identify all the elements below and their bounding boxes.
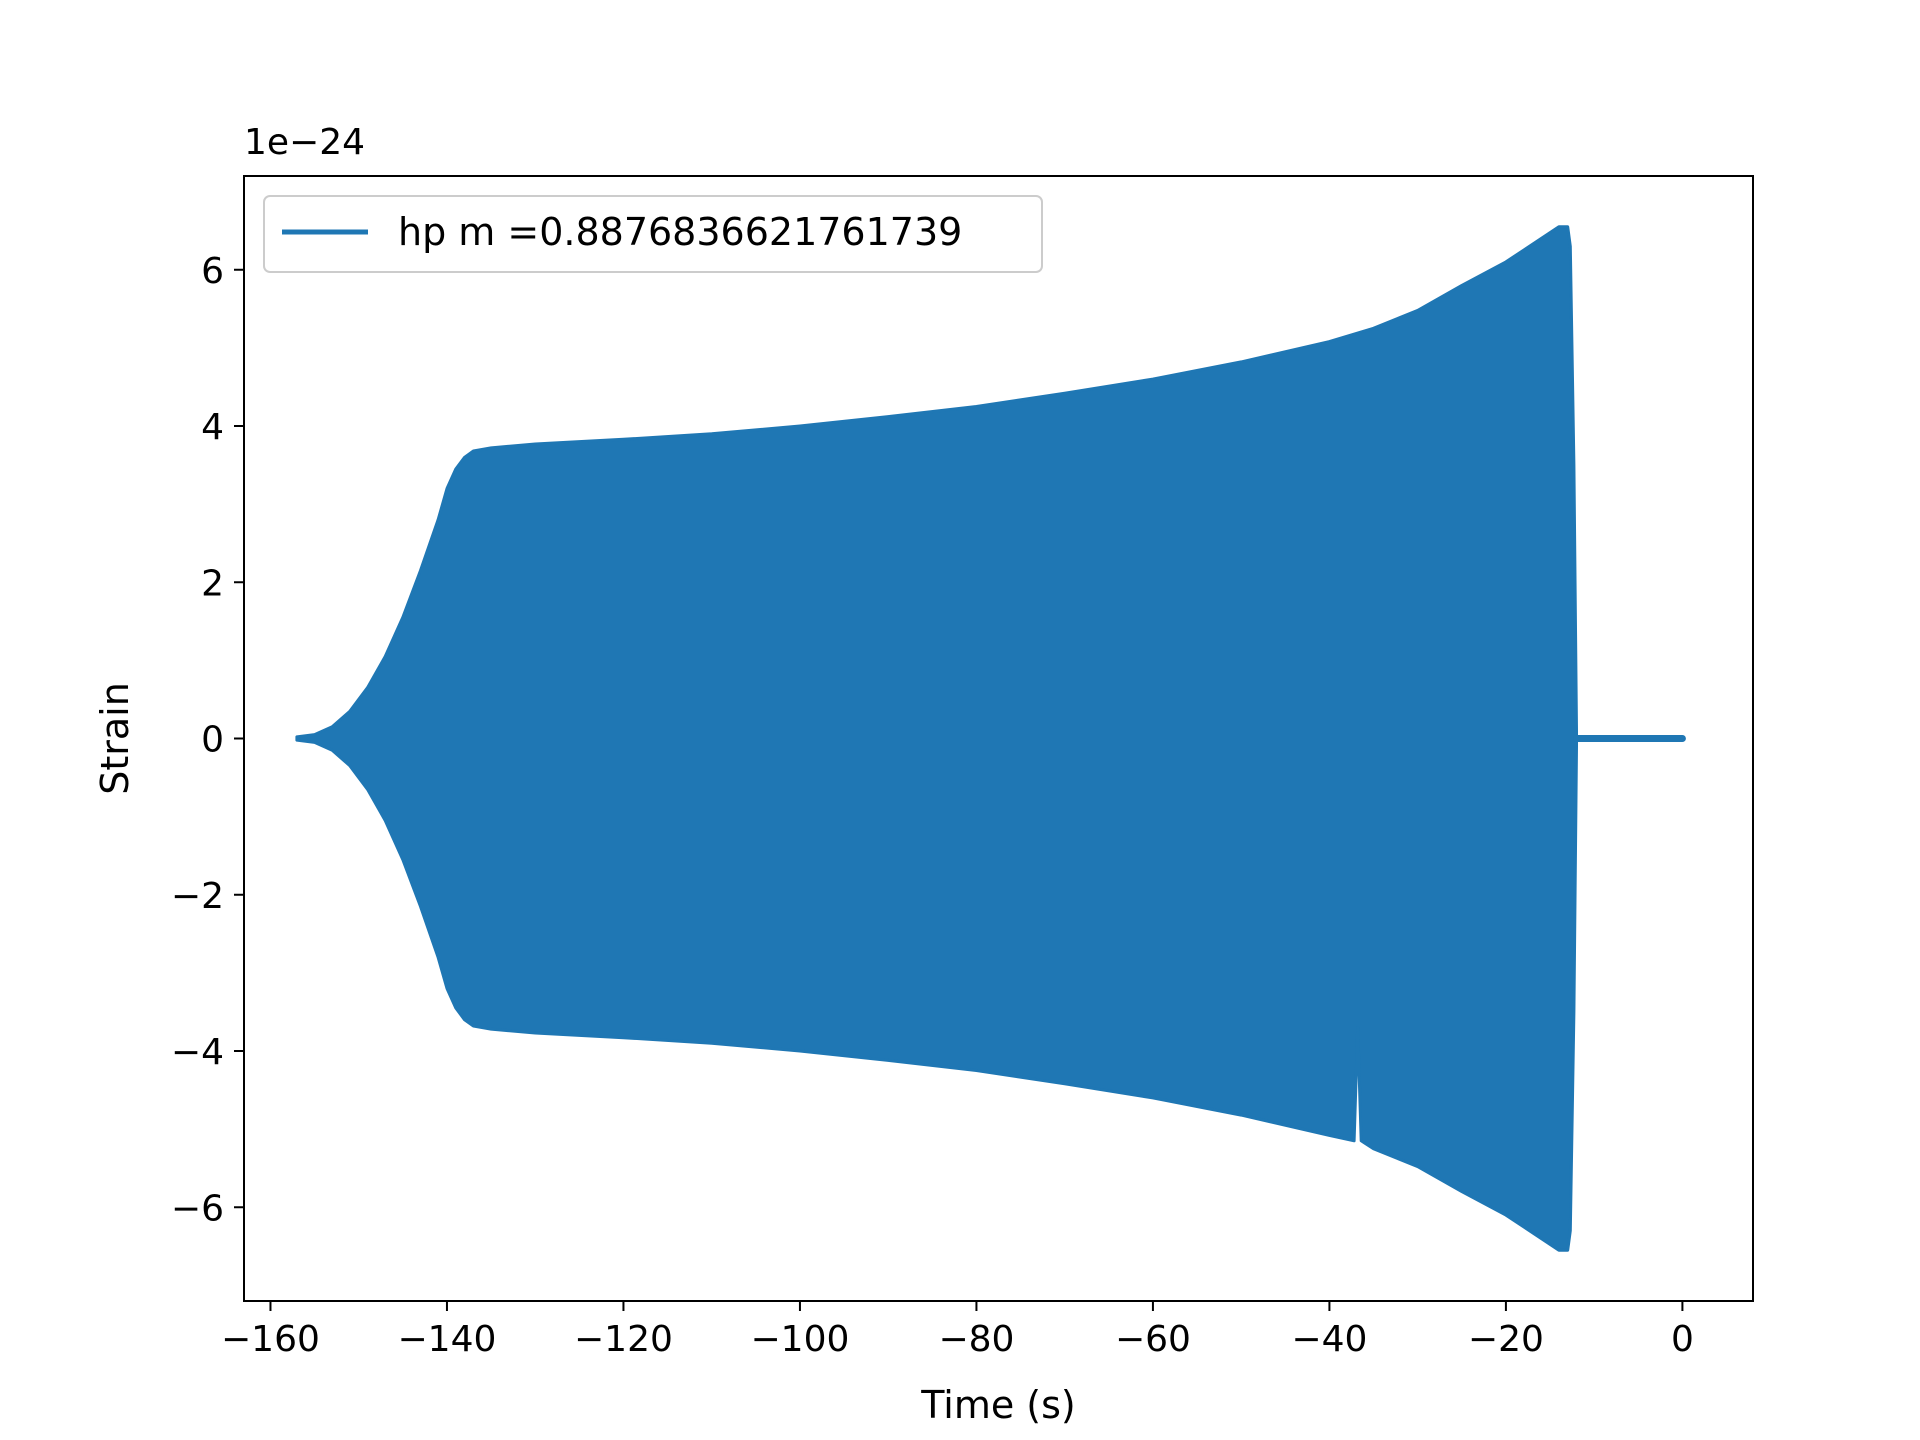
x-axis-label: Time (s) [920,1383,1076,1427]
x-axis: −160 −140 −120 −100 −80 −60 −40 −20 0 [221,1301,1694,1360]
y-tick-label: 2 [201,563,224,604]
plot-area [295,225,1686,1252]
series-waveform-fill [295,225,1578,1252]
x-tick-label: −80 [938,1319,1014,1360]
legend-box [263,195,1043,273]
x-tick-label: 0 [1671,1319,1694,1360]
x-tick-label: −120 [574,1319,673,1360]
legend-entry-label: hp m =0.8876836621761739 [398,210,962,254]
y-tick-label: −2 [171,876,224,917]
y-tick-label: 6 [201,251,224,292]
y-axis: −6 −4 −2 0 2 4 6 [171,251,244,1229]
x-tick-label: −20 [1468,1319,1544,1360]
y-axis-offset-label: 1e−24 [244,122,365,163]
legend: hp m =0.8876836621761739 [263,195,1043,273]
y-tick-label: −4 [171,1032,224,1073]
y-axis-label: Strain [93,682,137,795]
y-tick-label: 0 [201,720,224,761]
x-tick-label: −100 [751,1319,850,1360]
x-tick-label: −40 [1291,1319,1367,1360]
x-tick-label: −60 [1115,1319,1191,1360]
x-tick-label: −160 [221,1319,320,1360]
y-tick-label: 4 [201,407,224,448]
y-tick-label: −6 [171,1188,224,1229]
x-tick-label: −140 [398,1319,497,1360]
